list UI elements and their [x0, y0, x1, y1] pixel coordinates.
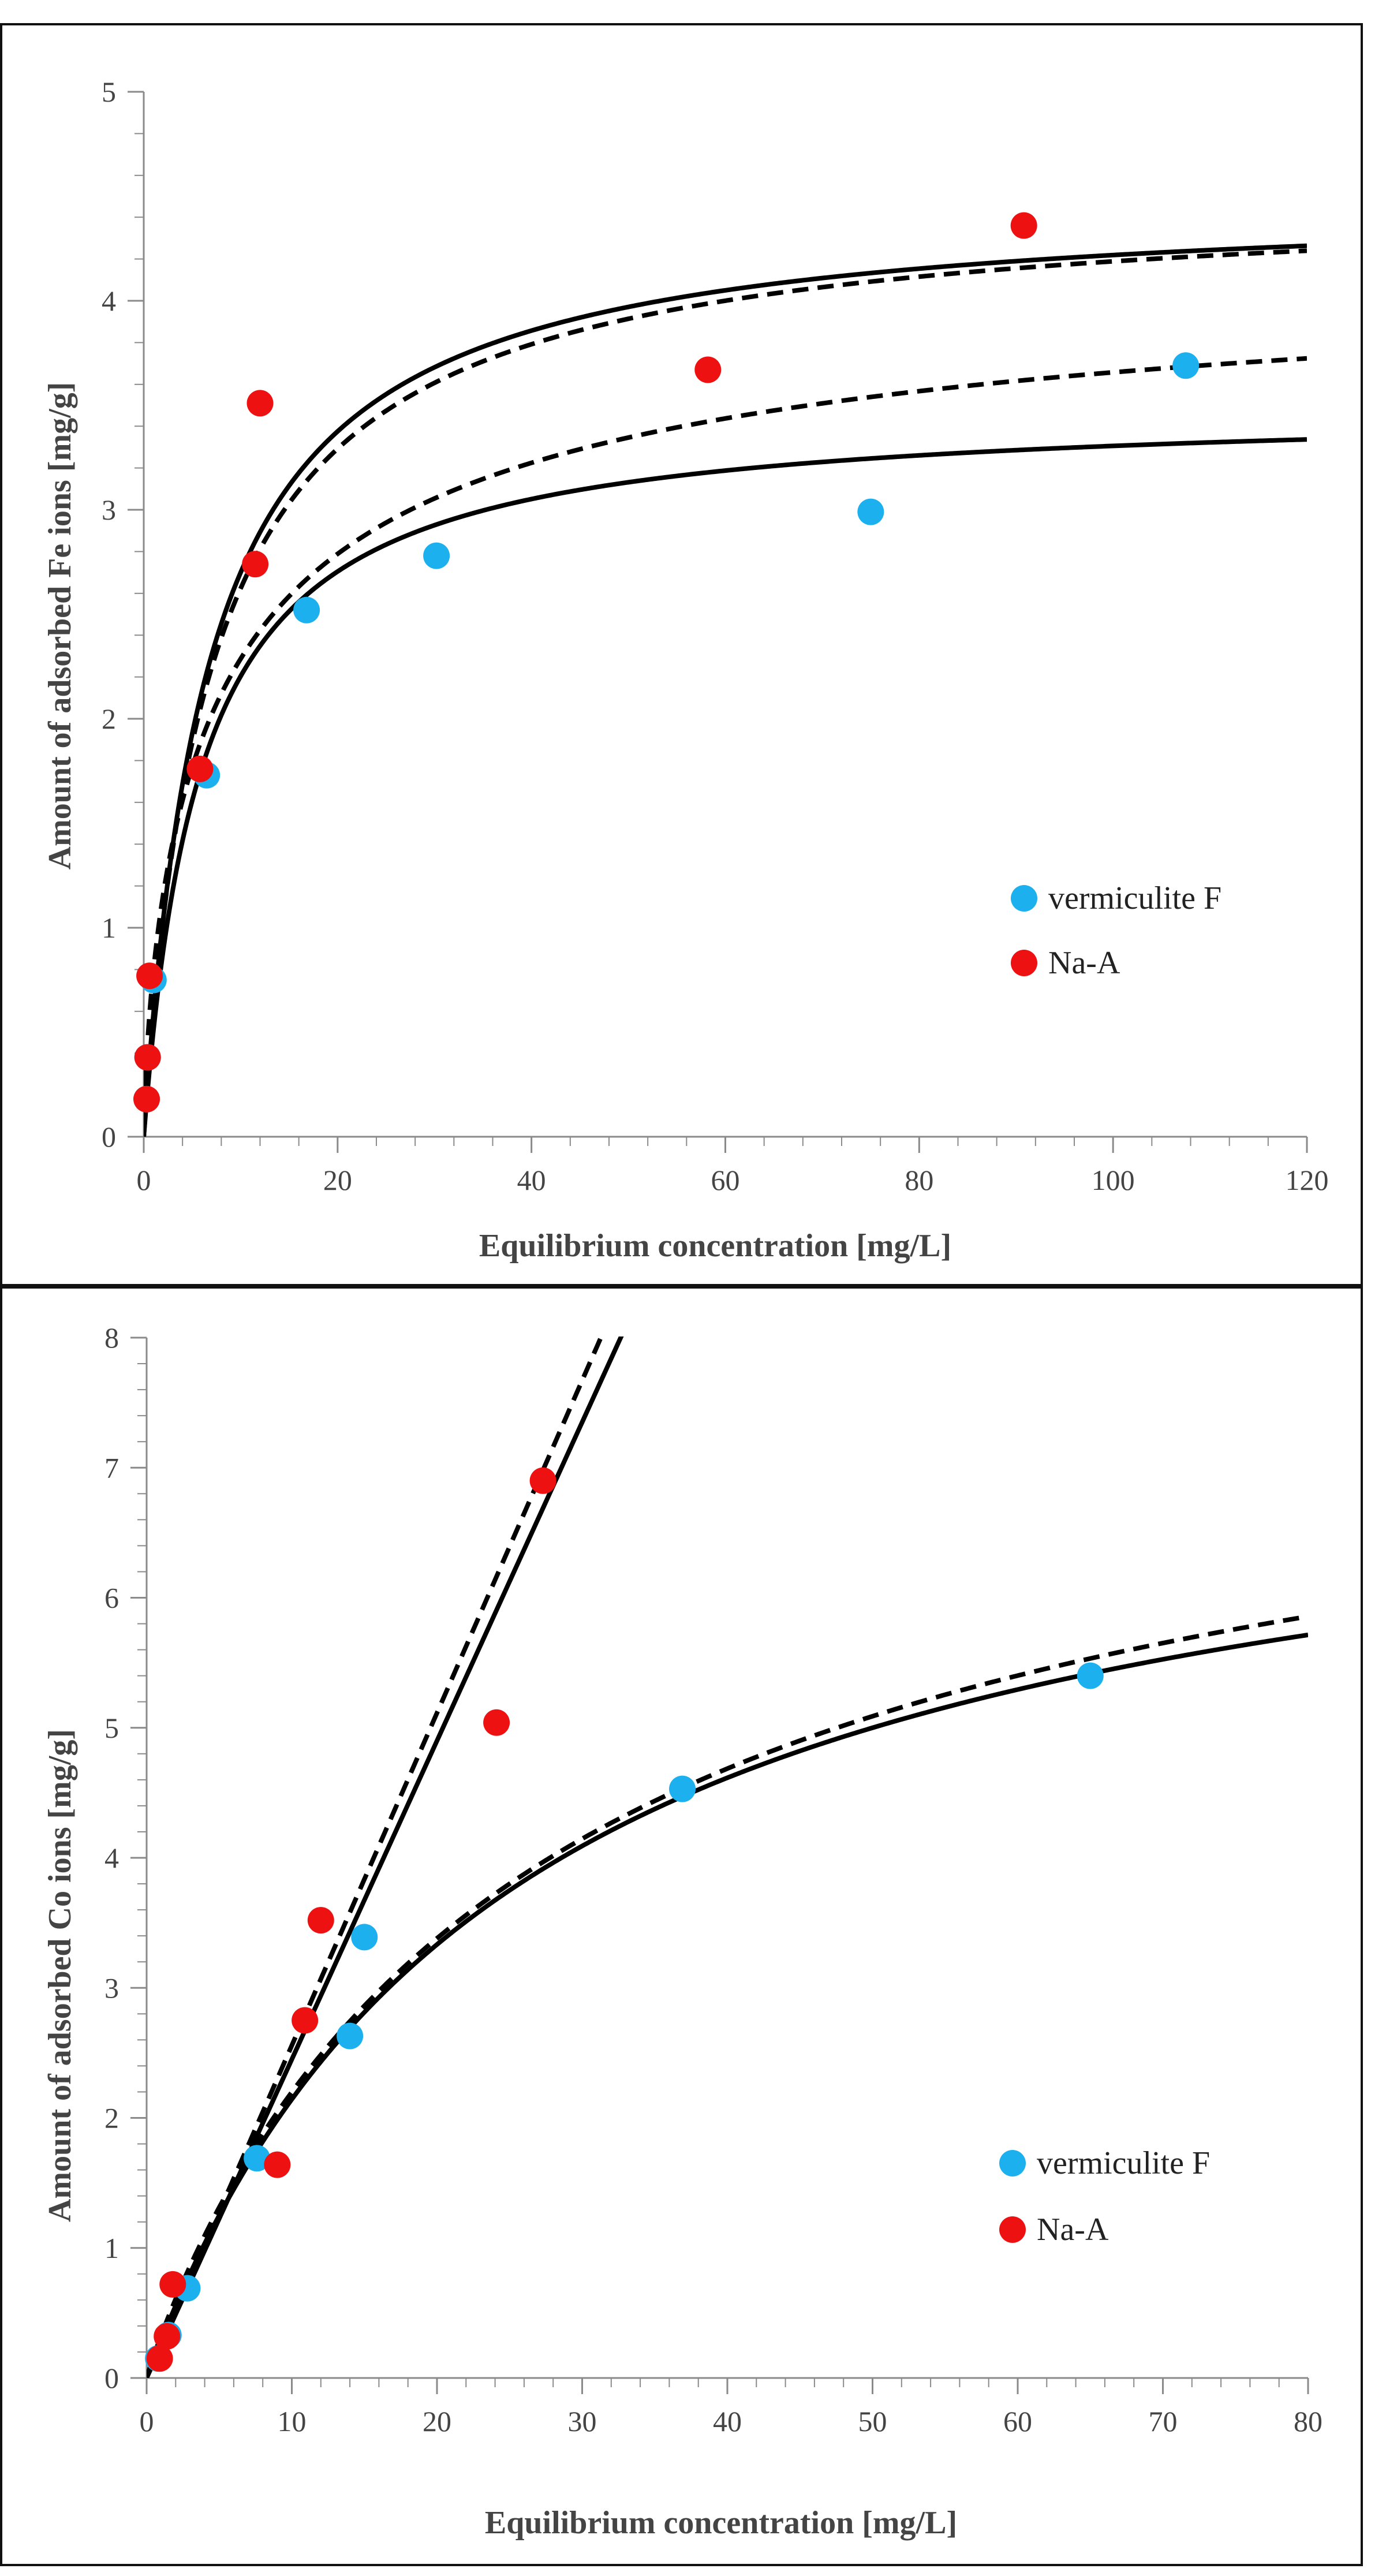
co-point-na-a	[146, 2345, 173, 2372]
co-x-tick-label: 60	[1003, 2405, 1032, 2437]
fe-point-vermiculite-f	[1172, 352, 1200, 379]
co-point-vermiculite-f	[244, 2145, 271, 2172]
co-y-tick-label: 4	[104, 1842, 119, 1874]
fe-point-na-a	[134, 1044, 161, 1071]
fe-legend-label-na-a: Na-A	[1048, 945, 1120, 981]
co-fit-curve-dashed	[147, 1614, 1308, 2378]
co-y-tick-label: 0	[104, 2362, 119, 2394]
co-y-tick-label: 7	[104, 1451, 119, 1484]
fe-x-tick-label: 0	[137, 1164, 151, 1196]
co-x-tick-label: 10	[278, 2405, 307, 2437]
fe-x-tick-label: 20	[323, 1164, 352, 1196]
fe-y-tick-label: 2	[102, 703, 116, 735]
fe-legend-marker-na-a	[1011, 950, 1037, 976]
fe-legend-marker-vermiculite-f	[1011, 885, 1037, 912]
co-point-na-a	[154, 2323, 181, 2350]
fe-x-tick-label: 80	[905, 1164, 933, 1196]
co-y-tick-label: 8	[104, 1321, 119, 1354]
co-x-tick-label: 50	[858, 2405, 887, 2437]
fe-point-na-a	[694, 356, 722, 383]
co-y-tick-label: 2	[104, 2102, 119, 2134]
co-legend-label-na-a: Na-A	[1037, 2212, 1109, 2248]
fe-y-tick-label: 0	[102, 1121, 116, 1153]
co-point-na-a	[529, 1467, 556, 1494]
fe-point-vermiculite-f	[423, 542, 450, 569]
co-legend-label-vermiculite-f: vermiculite F	[1037, 2145, 1210, 2181]
fe-point-na-a	[136, 962, 163, 990]
co-chart-canvas: Amount of adsorbed Co ions [mg/g] Equili…	[42, 1321, 1323, 2541]
fe-point-na-a	[1010, 212, 1037, 239]
co-point-vermiculite-f	[1077, 1662, 1104, 1689]
co-x-tick-label: 70	[1149, 2405, 1178, 2437]
co-y-tick-label: 5	[104, 1712, 119, 1744]
co-y-tick-label: 3	[104, 1972, 119, 2004]
co-fit-curve-solid	[147, 1632, 1308, 2378]
fe-x-tick-label: 120	[1286, 1164, 1329, 1196]
co-x-tick-label: 30	[568, 2405, 597, 2437]
co-adsorption-chart: Amount of adsorbed Co ions [mg/g] Equili…	[0, 1286, 1363, 2566]
co-y-axis-title: Amount of adsorbed Co ions [mg/g]	[42, 1729, 78, 2222]
fe-point-vermiculite-f	[857, 498, 884, 525]
co-point-na-a	[264, 2151, 291, 2178]
fe-point-na-a	[242, 551, 269, 578]
co-point-vermiculite-f	[337, 2022, 364, 2049]
co-point-vermiculite-f	[351, 1924, 378, 1951]
fe-x-tick-label: 40	[517, 1164, 546, 1196]
fe-y-tick-label: 3	[102, 494, 116, 526]
co-point-na-a	[307, 1907, 334, 1934]
fe-chart-canvas: Amount of adsorbed Fe ions [mg/g] Equili…	[42, 76, 1329, 1264]
co-x-tick-label: 0	[140, 2405, 154, 2437]
co-legend-marker-na-a	[999, 2216, 1026, 2243]
fe-x-tick-label: 60	[711, 1164, 740, 1196]
fe-point-na-a	[133, 1085, 160, 1112]
fe-legend-label-vermiculite-f: vermiculite F	[1048, 880, 1221, 916]
fe-fit-curve-dashed	[144, 248, 1307, 1137]
fe-adsorption-chart: Amount of adsorbed Fe ions [mg/g] Equili…	[0, 23, 1363, 1286]
co-legend-marker-vermiculite-f	[999, 2150, 1026, 2176]
co-x-axis-title: Equilibrium concentration [mg/L]	[485, 2505, 957, 2541]
fe-point-na-a	[246, 390, 274, 417]
fe-point-na-a	[186, 755, 214, 782]
fe-fit-curve-solid	[144, 243, 1307, 1137]
co-x-tick-label: 40	[713, 2405, 742, 2437]
co-fit-curve-solid	[147, 1336, 624, 2378]
fe-point-vermiculite-f	[293, 596, 320, 624]
fe-y-tick-label: 4	[102, 285, 116, 317]
fe-y-tick-label: 1	[102, 912, 116, 944]
co-point-na-a	[159, 2271, 186, 2298]
fe-fit-curve-solid	[144, 437, 1307, 1137]
co-fit-curve-dashed	[147, 1336, 604, 2378]
fe-x-tick-label: 100	[1092, 1164, 1135, 1196]
co-point-na-a	[292, 2007, 319, 2034]
fe-y-tick-label: 5	[102, 76, 116, 108]
co-y-tick-label: 6	[104, 1582, 119, 1614]
co-point-na-a	[483, 1709, 510, 1736]
fe-fit-curve-dashed	[144, 356, 1307, 1137]
co-y-tick-label: 1	[104, 2232, 119, 2264]
co-point-vermiculite-f	[669, 1775, 696, 1802]
co-x-tick-label: 20	[423, 2405, 451, 2437]
fe-y-axis-title: Amount of adsorbed Fe ions [mg/g]	[42, 382, 78, 870]
fe-x-axis-title: Equilibrium concentration [mg/L]	[479, 1228, 951, 1264]
co-x-tick-label: 80	[1294, 2405, 1323, 2437]
